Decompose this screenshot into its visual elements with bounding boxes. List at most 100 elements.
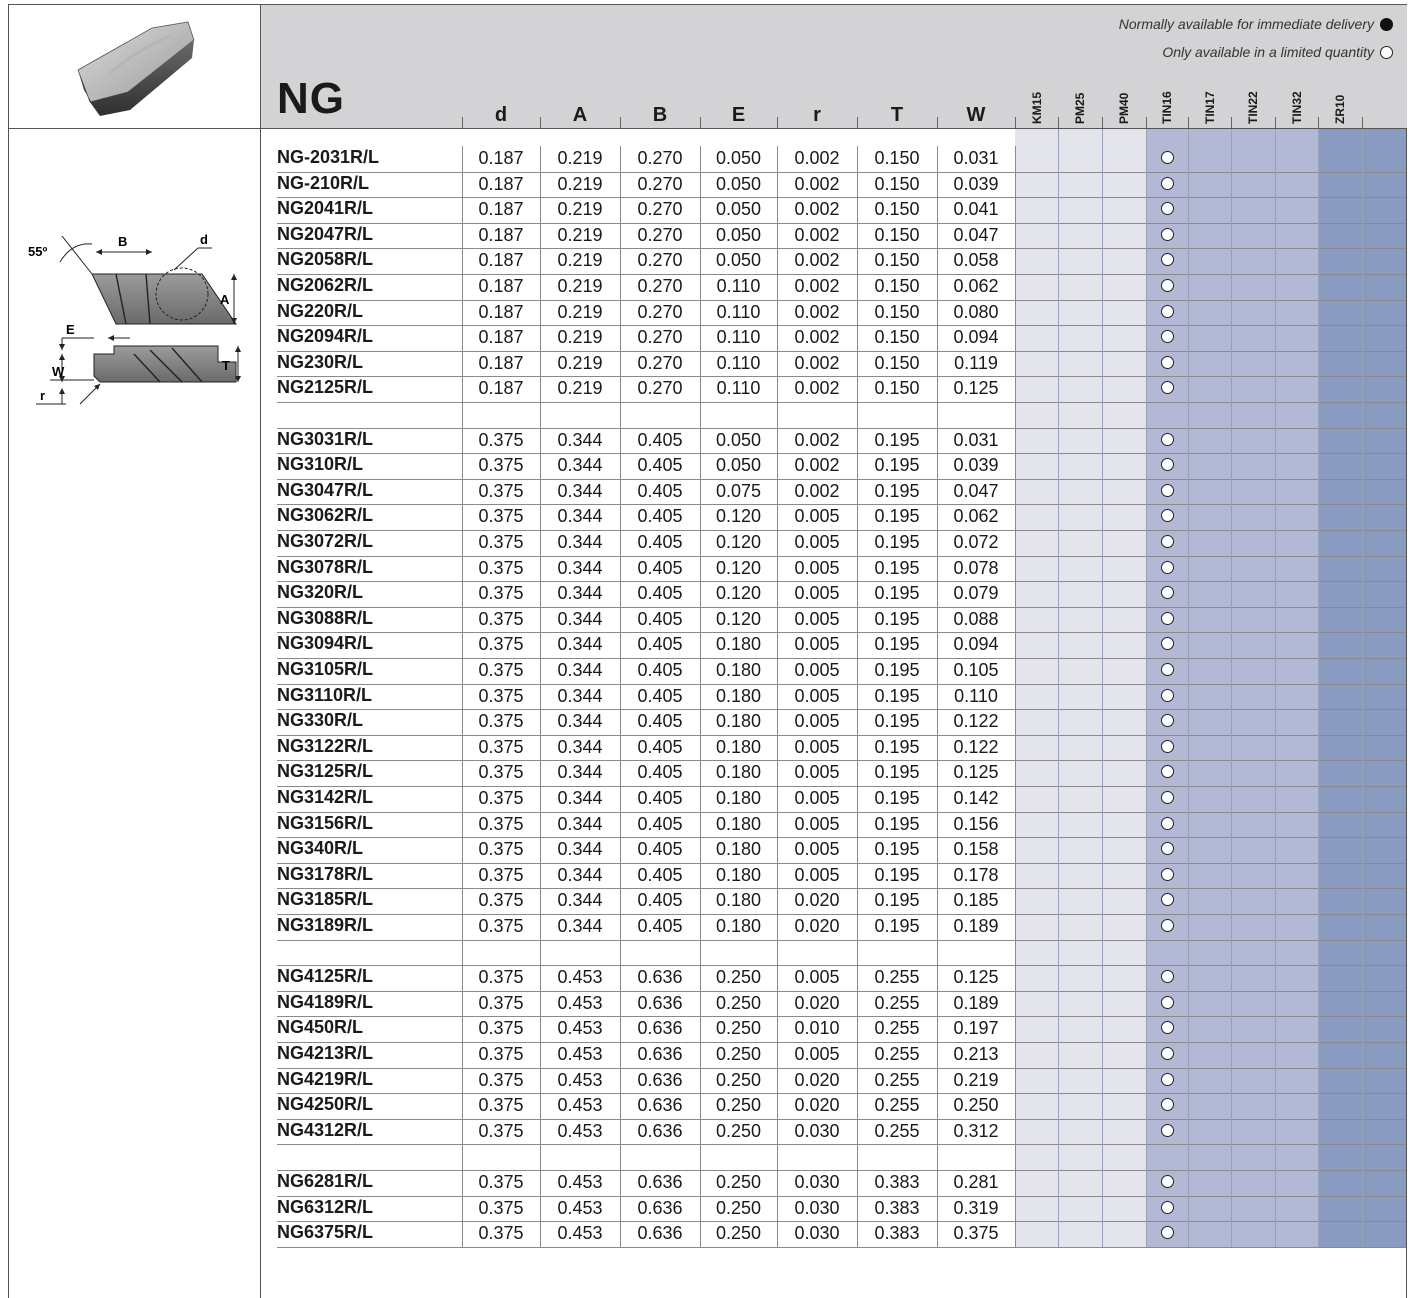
diagram-label-B: B — [118, 234, 127, 249]
row-code: NG2041R/L — [277, 198, 374, 219]
grade-column-bg — [1015, 129, 1058, 1247]
row-value-E: 0.250 — [715, 1120, 762, 1141]
availability-limited-icon — [1160, 919, 1174, 932]
header-tick — [777, 117, 778, 128]
row-value-T: 0.195 — [874, 532, 920, 552]
row-code: NG6375R/L — [277, 1222, 374, 1243]
row-value-d: 0.375 — [478, 583, 524, 604]
row-value-A: 0.344 — [557, 608, 603, 629]
grade-divider — [1102, 129, 1103, 1247]
column-divider — [700, 146, 701, 1247]
row-value-W: 0.119 — [954, 352, 998, 373]
column-divider — [1015, 146, 1016, 1247]
row-value-d: 0.375 — [478, 660, 524, 680]
row-value-B: 0.405 — [637, 890, 683, 911]
diagram-label-angle: 55º — [28, 244, 47, 259]
row-value-T: 0.150 — [874, 199, 920, 220]
row-value-W: 0.080 — [953, 301, 999, 322]
row-value-d: 0.375 — [478, 608, 524, 629]
row-value-E: 0.250 — [715, 992, 762, 1013]
row-value-A: 0.453 — [557, 1069, 603, 1090]
row-code: NG330R/L — [277, 710, 364, 731]
row-value-d: 0.375 — [478, 1197, 524, 1218]
row-value-A: 0.453 — [557, 967, 603, 988]
row-code: NG2094R/L — [277, 326, 374, 347]
row-value-E: 0.250 — [715, 1095, 762, 1116]
insert-dimension-diagram: 55º B d A E W T r — [28, 232, 241, 405]
row-value-d: 0.375 — [478, 1095, 524, 1116]
row-divider — [277, 299, 1406, 301]
row-code: NG3110R/L — [277, 684, 373, 705]
row-value-d: 0.375 — [478, 992, 524, 1013]
row-divider — [277, 581, 1406, 583]
row-code: NG-2031R/L — [277, 147, 380, 167]
row-value-B: 0.405 — [637, 608, 683, 629]
row-value-d: 0.187 — [478, 199, 524, 220]
row-value-d: 0.187 — [478, 327, 524, 348]
diagram-label-r: r — [40, 388, 45, 403]
row-value-r: 0.005 — [794, 839, 840, 860]
row-value-T: 0.150 — [874, 173, 920, 194]
row-value-T: 0.195 — [874, 711, 920, 732]
row-value-A: 0.344 — [557, 480, 603, 501]
row-divider — [277, 837, 1406, 839]
availability-limited-icon — [1160, 432, 1174, 446]
row-value-E: 0.110 — [716, 378, 761, 399]
row-divider — [277, 555, 1406, 557]
row-value-W: 0.219 — [953, 1069, 999, 1090]
row-value-r: 0.005 — [794, 813, 840, 834]
availability-limited-icon — [1160, 535, 1174, 548]
row-divider — [277, 1067, 1406, 1069]
grade-divider — [1275, 129, 1276, 1247]
row-code: NG3125R/L — [277, 761, 374, 782]
row-value-E: 0.250 — [715, 1069, 762, 1090]
column-header-T: T — [890, 104, 904, 126]
diagram-label-E: E — [66, 322, 75, 337]
row-value-A: 0.219 — [557, 148, 603, 168]
row-divider — [277, 197, 1406, 199]
row-value-E: 0.180 — [715, 634, 762, 655]
row-value-d: 0.375 — [478, 1172, 524, 1192]
grade-divider — [1188, 129, 1189, 1247]
row-value-A: 0.219 — [557, 352, 603, 373]
row-value-T: 0.255 — [874, 992, 920, 1013]
row-value-T: 0.150 — [874, 224, 920, 245]
row-code: NG4189R/L — [277, 991, 374, 1012]
grade-header-pm40: PM40 — [1117, 92, 1131, 124]
row-value-B: 0.405 — [637, 762, 683, 783]
row-value-W: 0.375 — [953, 1223, 999, 1244]
row-value-E: 0.180 — [715, 660, 762, 680]
row-value-E: 0.180 — [715, 813, 762, 834]
row-value-E: 0.050 — [715, 224, 762, 245]
availability-limited-icon — [1160, 483, 1174, 497]
row-value-E: 0.180 — [715, 864, 762, 885]
row-value-B: 0.405 — [637, 813, 683, 834]
row-value-T: 0.150 — [874, 301, 920, 322]
row-value-A: 0.219 — [557, 199, 603, 220]
row-value-B: 0.270 — [637, 199, 683, 220]
row-value-W: 0.088 — [953, 608, 999, 629]
row-value-d: 0.187 — [478, 173, 524, 194]
header-tick — [937, 117, 938, 128]
grade-header-km15: KM15 — [1029, 91, 1044, 124]
row-code: NG3122R/L — [277, 735, 374, 756]
row-value-d: 0.375 — [478, 480, 524, 501]
row-value-A: 0.344 — [557, 532, 603, 552]
row-value-W: 0.250 — [953, 1095, 999, 1116]
availability-limited-icon — [1160, 1200, 1174, 1214]
row-value-B: 0.405 — [637, 557, 683, 578]
row-code: NG450R/L — [277, 1017, 364, 1038]
row-code: NG3094R/L — [277, 633, 374, 654]
row-divider — [277, 1221, 1406, 1223]
row-value-E: 0.120 — [715, 583, 762, 604]
row-value-T: 0.150 — [874, 352, 920, 373]
row-divider — [277, 171, 1406, 173]
row-value-d: 0.375 — [478, 685, 524, 706]
availability-limited-icon — [1160, 1047, 1174, 1060]
header-tick — [1146, 117, 1147, 128]
grade-column-bg — [1231, 129, 1275, 1247]
row-value-r: 0.005 — [794, 532, 840, 552]
availability-limited-icon — [1160, 893, 1174, 907]
row-value-T: 0.195 — [874, 839, 920, 860]
row-code: NG4219R/L — [277, 1068, 374, 1089]
